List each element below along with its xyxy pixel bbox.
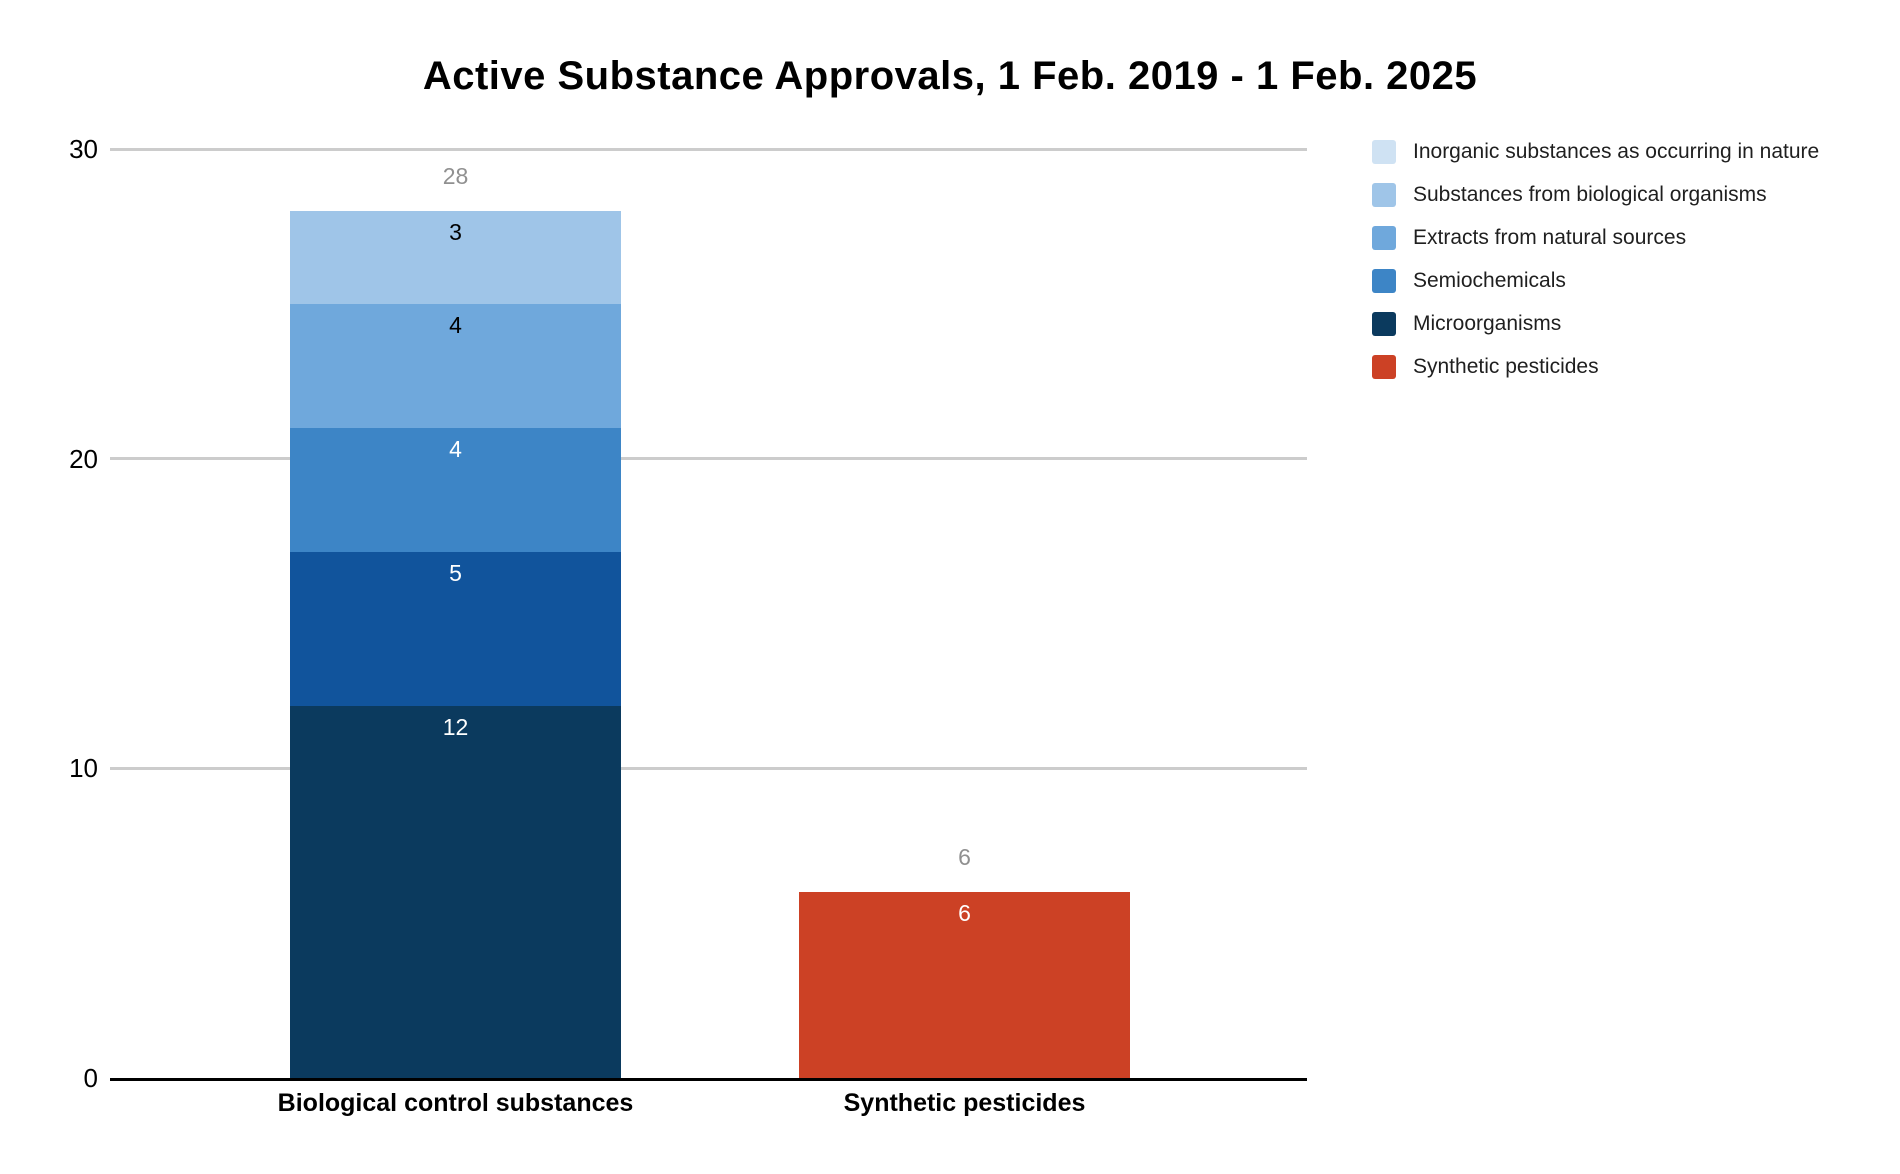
segment-value-label: 4 <box>449 435 462 462</box>
legend: Inorganic substances as occurring in nat… <box>1372 139 1892 397</box>
segment-value-label: 6 <box>958 900 971 927</box>
legend-item: Microorganisms <box>1372 311 1892 337</box>
bar-segment: 12 <box>290 706 621 1078</box>
legend-label: Synthetic pesticides <box>1413 355 1599 378</box>
legend-label: Substances from biological organisms <box>1413 183 1767 206</box>
chart-title: Active Substance Approvals, 1 Feb. 2019 … <box>422 54 1478 98</box>
bar-segment: 4 <box>290 303 621 428</box>
y-tick-label-20: 20 <box>69 443 98 474</box>
bar-segment: 4 <box>290 427 621 552</box>
category-label: Biological control substances <box>277 1089 634 1117</box>
bar-segment: 6 <box>799 892 1130 1078</box>
segment-value-label: 3 <box>449 218 462 245</box>
legend-swatch-icon <box>1372 183 1396 207</box>
gridline-20 <box>110 457 1307 461</box>
legend-label: Microorganisms <box>1413 312 1562 335</box>
legend-label: Inorganic substances as occurring in nat… <box>1413 140 1820 163</box>
legend-swatch-icon <box>1372 312 1396 336</box>
bar-total-label: 6 <box>958 844 971 871</box>
y-tick-label-30: 30 <box>69 134 98 164</box>
bar-biological-control-substances: 3 4 4 5 12 28 <box>290 163 621 1078</box>
bar-segment: 3 <box>290 210 621 304</box>
legend-item: Substances from biological organisms <box>1372 182 1892 208</box>
legend-swatch-icon <box>1372 269 1396 293</box>
segment-value-label: 12 <box>442 714 469 741</box>
segment-value-label: 5 <box>449 559 462 586</box>
legend-swatch-icon <box>1372 355 1396 379</box>
gridline-10 <box>110 766 1307 770</box>
bar-segment: 5 <box>290 551 621 707</box>
legend-item: Extracts from natural sources <box>1372 225 1892 251</box>
y-tick-label-0: 0 <box>83 1063 98 1093</box>
legend-item: Semiochemicals <box>1372 268 1892 294</box>
legend-label: Semiochemicals <box>1413 269 1566 292</box>
legend-swatch-icon <box>1372 140 1396 164</box>
y-tick-label-10: 10 <box>69 753 98 784</box>
legend-label: Extracts from natural sources <box>1413 226 1687 249</box>
legend-item: Synthetic pesticides <box>1372 354 1892 380</box>
plot-area: 3 4 4 5 12 28 6 6 <box>110 147 1307 1081</box>
legend-item: Inorganic substances as occurring in nat… <box>1372 139 1892 165</box>
segment-value-label: 4 <box>449 311 462 338</box>
y-axis: 0 10 20 30 <box>0 134 98 1093</box>
category-label: Synthetic pesticides <box>843 1089 1086 1117</box>
bar-total-label: 28 <box>442 162 469 189</box>
gridline-30 <box>110 147 1307 151</box>
legend-swatch-icon <box>1372 226 1396 250</box>
